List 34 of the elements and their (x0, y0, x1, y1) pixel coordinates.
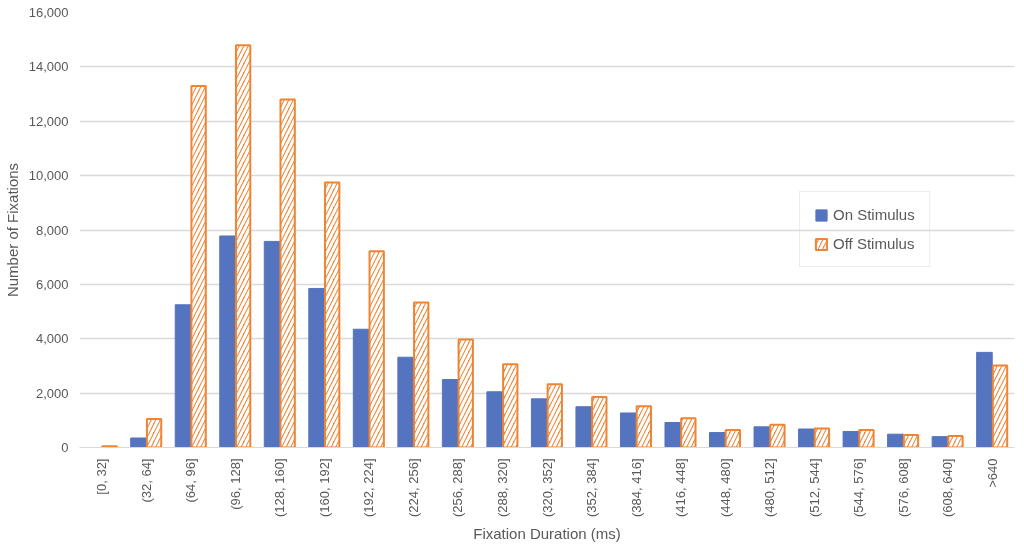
legend-label: On Stimulus (833, 206, 915, 223)
x-tick-label: (384, 416] (628, 458, 644, 518)
x-tick-label: (320, 352] (539, 458, 555, 518)
y-tick-label: 16,000 (28, 5, 69, 20)
x-tick-label: (512, 544] (806, 458, 822, 518)
y-tick-label: 12,000 (28, 113, 69, 129)
x-tick-label: (192, 224] (361, 458, 377, 518)
y-tick-label: 0 (61, 440, 69, 455)
x-tick-label: (416, 448] (673, 458, 689, 518)
x-tick-label: (544, 576] (851, 458, 867, 518)
y-tick-label: 14,000 (28, 59, 69, 75)
y-axis-title: Number of Fixations (3, 162, 21, 298)
y-tick-label: 8,000 (35, 222, 69, 238)
x-tick-label: (64, 96] (183, 458, 199, 503)
x-tick-label: (448, 480] (717, 458, 733, 518)
x-tick-label: (32, 64] (138, 458, 154, 503)
x-tick-label: (288, 320] (494, 458, 510, 518)
legend-label: Off Stimulus (833, 235, 915, 252)
y-tick-label: 4,000 (35, 331, 69, 347)
x-tick-label: >640 (984, 458, 1000, 488)
x-tick-label: [0, 32] (94, 458, 110, 495)
x-tick-label: (608, 640] (940, 458, 956, 518)
x-tick-label: (256, 288] (450, 458, 466, 518)
x-tick-label: (160, 192] (316, 458, 332, 518)
x-tick-label: (480, 512] (762, 458, 778, 518)
x-tick-label: (128, 160] (272, 458, 288, 518)
x-tick-label: (576, 608] (895, 458, 911, 518)
x-tick-label: (224, 256] (405, 458, 421, 518)
y-tick-label: 6,000 (35, 276, 69, 292)
y-tick-label: 10,000 (28, 168, 69, 184)
x-tick-label: (352, 384] (584, 458, 600, 518)
y-tick-label: 2,000 (35, 385, 69, 401)
x-tick-label: (96, 128] (227, 458, 243, 510)
x-axis-title: Fixation Duration (ms) (473, 525, 621, 543)
